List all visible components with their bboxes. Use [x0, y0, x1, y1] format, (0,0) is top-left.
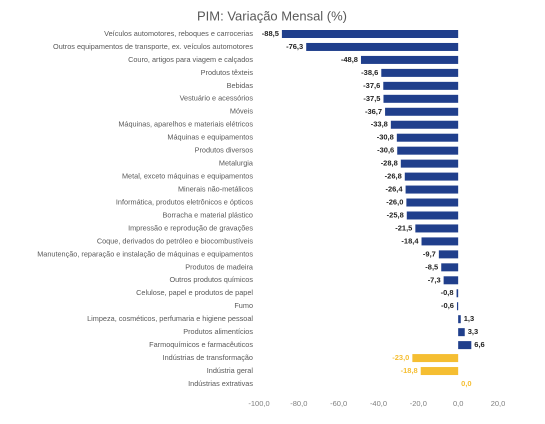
y-tick-label: Indústrias extrativas — [188, 379, 253, 388]
value-label: -36,7 — [365, 107, 382, 116]
value-label: 0,0 — [461, 379, 471, 388]
value-label: -21,5 — [395, 223, 412, 232]
bar — [381, 68, 459, 77]
value-label: -28,8 — [381, 159, 398, 168]
bar — [396, 133, 459, 142]
value-label: -88,5 — [262, 29, 279, 38]
value-label: -23,0 — [392, 353, 409, 362]
value-label: -33,8 — [371, 120, 388, 129]
bar — [415, 224, 459, 233]
value-label: -37,6 — [363, 81, 380, 90]
bar — [406, 198, 459, 207]
y-tick-label: Vestuário e acessórios — [180, 94, 254, 103]
y-tick-label: Metal, exceto máquinas e equipamentos — [122, 172, 253, 181]
x-tick-label: -80,0 — [290, 399, 307, 408]
x-tick-label: 0,0 — [453, 399, 463, 408]
y-tick-label: Produtos de madeira — [185, 262, 254, 271]
bar — [306, 42, 459, 51]
y-tick-label: Fumo — [234, 301, 253, 310]
bar — [404, 172, 459, 181]
bar — [406, 211, 459, 220]
bar — [420, 367, 459, 376]
y-tick-label: Outros produtos químicos — [169, 275, 253, 284]
bar — [443, 276, 459, 285]
value-label: -26,0 — [386, 198, 403, 207]
value-label: 1,3 — [464, 314, 474, 323]
bar — [383, 94, 459, 103]
value-label: -30,6 — [377, 146, 394, 155]
y-tick-label: Máquinas, aparelhos e materiais elétrico… — [118, 120, 253, 129]
y-tick-label: Celulose, papel e produtos de papel — [136, 288, 253, 297]
bar — [458, 315, 461, 324]
value-label: -8,5 — [425, 262, 438, 271]
value-label: -37,5 — [363, 94, 380, 103]
y-tick-label: Limpeza, cosméticos, perfumaria e higien… — [87, 314, 253, 323]
value-label: -38,6 — [361, 68, 378, 77]
y-tick-label: Outros equipamentos de transporte, ex. v… — [53, 42, 253, 51]
bar — [360, 55, 459, 64]
bar — [390, 120, 459, 129]
chart-title: PIM: Variação Mensal (%) — [197, 8, 347, 23]
y-tick-label: Produtos diversos — [195, 146, 254, 155]
value-label: -18,8 — [401, 366, 418, 375]
value-label: -30,8 — [377, 133, 394, 142]
value-label: -26,4 — [385, 185, 403, 194]
y-tick-label: Farmoquímicos e farmacêuticos — [149, 340, 253, 349]
bar — [458, 328, 465, 337]
value-label: -48,8 — [341, 55, 358, 64]
y-tick-label: Manutenção, reparação e instalação de má… — [37, 249, 253, 258]
x-tick-label: -60,0 — [330, 399, 347, 408]
y-tick-label: Máquinas e equipamentos — [167, 133, 253, 142]
bar — [441, 263, 459, 272]
y-tick-label: Minerais não-metálicos — [178, 184, 253, 193]
value-label: 6,6 — [474, 340, 484, 349]
y-tick-label: Móveis — [230, 107, 253, 116]
y-tick-label: Bebidas — [227, 81, 254, 90]
value-label: -0,8 — [441, 288, 454, 297]
value-label: -9,7 — [423, 249, 436, 258]
bar — [456, 302, 459, 311]
bar — [281, 30, 459, 38]
bar — [412, 354, 459, 363]
bar — [405, 185, 459, 194]
x-tick-label: -100,0 — [248, 399, 269, 408]
x-tick-label: -20,0 — [410, 399, 427, 408]
value-label: -26,8 — [385, 172, 402, 181]
value-label: -0,6 — [441, 301, 454, 310]
y-tick-label: Veículos automotores, reboques e carroce… — [104, 29, 253, 38]
value-label: -25,8 — [387, 210, 404, 219]
y-tick-label: Coque, derivados do petróleo e biocombus… — [97, 236, 254, 245]
y-tick-label: Produtos alimentícios — [183, 327, 253, 336]
y-tick-label: Impressão e reprodução de gravações — [128, 223, 253, 232]
bar — [438, 250, 459, 259]
bar — [397, 146, 459, 155]
value-label: -18,4 — [401, 236, 419, 245]
value-label: -7,3 — [428, 275, 441, 284]
x-tick-label: -40,0 — [370, 399, 387, 408]
x-tick-label: 20,0 — [491, 399, 506, 408]
bar — [383, 81, 459, 90]
y-tick-label: Couro, artigos para viagem e calçados — [128, 55, 253, 64]
y-tick-label: Metalurgia — [219, 159, 254, 168]
y-tick-label: Indústrias de transformação — [163, 353, 253, 362]
bar — [421, 237, 459, 246]
bar — [400, 159, 459, 168]
value-label: -76,3 — [286, 42, 303, 51]
bar — [456, 289, 459, 298]
y-tick-label: Produtos têxteis — [201, 68, 254, 77]
bar — [385, 107, 459, 116]
y-tick-label: Informática, produtos eletrônicos e ópti… — [116, 197, 253, 206]
bar — [458, 341, 472, 350]
y-tick-label: Borracha e material plástico — [163, 210, 253, 219]
y-tick-label: Indústria geral — [207, 366, 254, 375]
value-label: 3,3 — [468, 327, 478, 336]
